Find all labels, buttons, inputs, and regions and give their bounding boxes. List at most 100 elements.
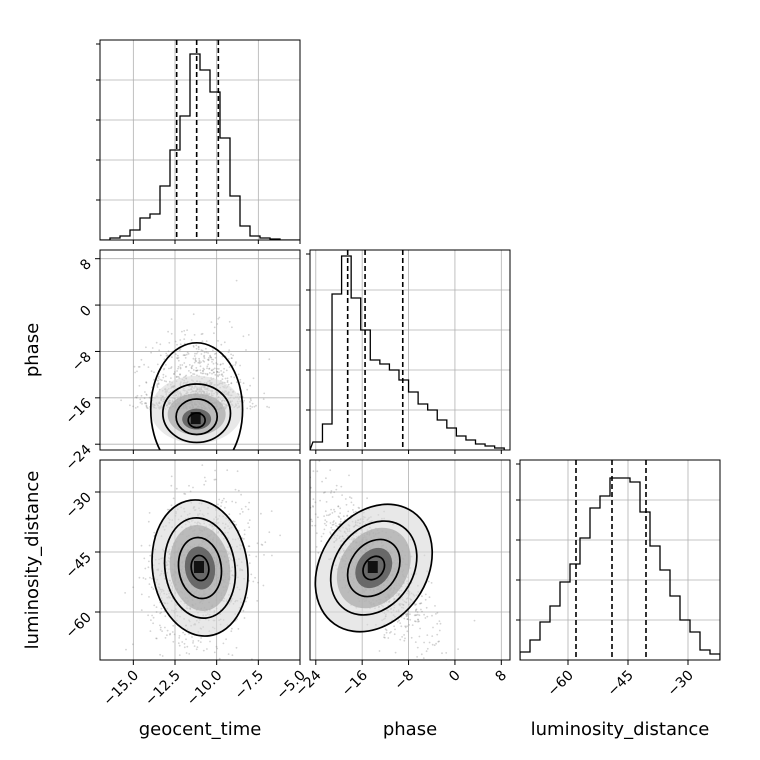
scatter-point (214, 353, 216, 355)
scatter-point (337, 515, 340, 518)
scatter-point (227, 653, 230, 655)
scatter-point (212, 362, 215, 365)
scatter-point (149, 554, 152, 557)
scatter-point (358, 507, 361, 509)
scatter-point (213, 371, 215, 374)
scatter-point (161, 655, 164, 657)
scatter-point (256, 542, 259, 545)
scatter-point (197, 345, 200, 348)
scatter-point (406, 615, 409, 617)
scatter-point (199, 365, 202, 368)
scatter-point (159, 612, 162, 615)
scatter-point (172, 497, 175, 500)
scatter-point (415, 614, 418, 616)
scatter-point (183, 354, 186, 356)
scatter-point (409, 618, 412, 621)
scatter-point (239, 381, 242, 383)
scatter-point (155, 637, 158, 640)
scatter-point (191, 636, 193, 638)
scatter-point (192, 313, 195, 316)
scatter-point (132, 586, 135, 589)
scatter-point (393, 625, 395, 628)
scatter-point (221, 499, 224, 502)
scatter-point (348, 474, 350, 477)
scatter-point (136, 406, 139, 408)
scatter-point (260, 512, 262, 515)
scatter-point (441, 652, 443, 655)
scatter-point (312, 505, 314, 507)
scatter-point (164, 615, 167, 618)
scatter-point (350, 501, 353, 504)
scatter-point (170, 504, 173, 507)
histogram-step (520, 477, 720, 660)
scatter-point (192, 373, 194, 375)
scatter-point (207, 352, 210, 354)
scatter-point (143, 397, 146, 400)
scatter-point (203, 483, 206, 486)
scatter-point (425, 606, 428, 609)
scatter-point (398, 619, 400, 622)
scatter-point (190, 367, 193, 370)
scatter-point (378, 650, 381, 652)
scatter-point (178, 637, 181, 639)
scatter-point (195, 367, 198, 369)
scatter-point (170, 318, 173, 320)
scatter-point (226, 379, 229, 382)
scatter-point (216, 370, 218, 373)
scatter-point (421, 595, 423, 598)
scatter-point (170, 484, 173, 487)
scatter-point (224, 506, 226, 509)
scatter-point (164, 637, 167, 639)
scatter-point (206, 365, 209, 368)
scatter-point (333, 520, 335, 522)
scatter-point (185, 374, 188, 377)
scatter-point (212, 358, 215, 361)
scatter-point (240, 493, 243, 496)
scatter-point (344, 498, 347, 500)
scatter-point (156, 383, 159, 386)
scatter-point (138, 366, 141, 368)
scatter-point (184, 366, 187, 368)
panel-frame (99, 249, 301, 451)
scatter-point (132, 643, 134, 646)
scatter-point (217, 368, 220, 370)
scatter-point (246, 407, 249, 410)
density-peak (367, 561, 378, 573)
scatter-point (172, 624, 175, 627)
joint-content (310, 460, 476, 660)
scatter-point (341, 494, 343, 496)
scatter-point (315, 546, 318, 548)
scatter-point (179, 367, 182, 370)
scatter-point (156, 386, 159, 389)
scatter-point (201, 332, 204, 335)
scatter-point (235, 279, 238, 282)
scatter-point (140, 593, 143, 596)
scatter-point (271, 554, 273, 557)
scatter-point (165, 355, 168, 357)
scatter-point (158, 349, 161, 352)
scatter-point (245, 349, 247, 351)
scatter-point (228, 366, 231, 368)
scatter-point (404, 613, 407, 616)
scatter-point (339, 520, 342, 523)
scatter-point (215, 362, 218, 364)
scatter-point (173, 373, 176, 375)
scatter-point (156, 363, 159, 366)
scatter-point (252, 580, 255, 583)
scatter-point (190, 365, 193, 368)
scatter-point (231, 627, 233, 630)
scatter-point (176, 370, 179, 372)
scatter-point (213, 332, 215, 335)
panel-joint-geocent-time-phase (99, 249, 301, 451)
scatter-point (325, 501, 328, 503)
scatter-point (393, 633, 396, 636)
scatter-point (170, 367, 172, 370)
scatter-point (311, 520, 314, 523)
scatter-point (325, 477, 327, 480)
scatter-point (416, 656, 418, 658)
scatter-point (192, 640, 195, 642)
scatter-point (424, 598, 427, 601)
scatter-point (403, 617, 406, 620)
scatter-point (181, 330, 183, 333)
scatter-point (385, 631, 388, 634)
